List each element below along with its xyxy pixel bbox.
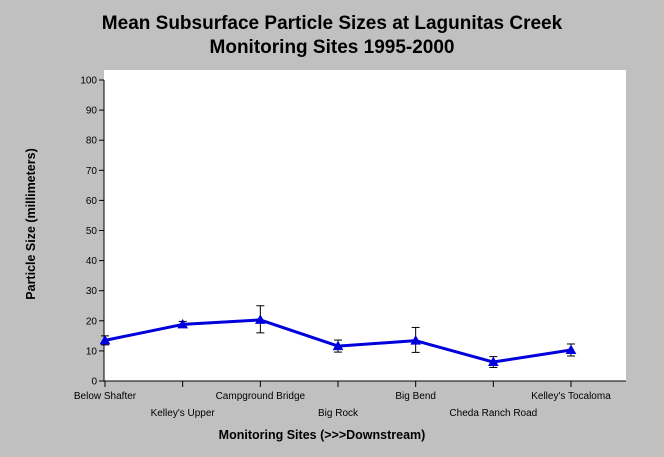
y-tick-label: 90 [86, 106, 98, 117]
y-tick-label: 80 [86, 136, 98, 147]
y-tick-label: 10 [86, 346, 98, 357]
x-tick-label: Campground Bridge [216, 391, 306, 402]
y-tick-label: 50 [86, 226, 98, 237]
x-tick-label: Big Rock [318, 408, 359, 419]
y-tick-label: 70 [86, 166, 98, 177]
data-point [99, 334, 111, 345]
data-point [487, 356, 499, 367]
y-tick-label: 20 [86, 316, 98, 327]
chart-title-line-1: Mean Subsurface Particle Sizes at Laguni… [101, 13, 563, 34]
data-point [177, 318, 189, 329]
x-tick-label: Kelley's Tocaloma [531, 391, 611, 402]
x-tick-label: Below Shafter [74, 391, 137, 402]
y-tick-label: 30 [86, 286, 98, 297]
plot-area [104, 70, 626, 381]
x-tick-label: Kelley's Upper [151, 408, 216, 419]
y-tick-label: 60 [86, 196, 98, 207]
x-tick-label: Cheda Ranch Road [449, 408, 537, 419]
data-point [254, 314, 266, 324]
y-tick-label: 100 [80, 76, 97, 87]
chart-title-line-2: Monitoring Sites 1995-2000 [209, 37, 455, 58]
y-tick-label: 0 [91, 377, 97, 388]
data-point [410, 335, 422, 345]
x-axis-label: Monitoring Sites (>>>Downstream) [218, 428, 426, 442]
x-tick-label: Big Bend [395, 391, 436, 402]
data-point [332, 340, 344, 351]
chart-title: Mean Subsurface Particle Sizes at Laguni… [0, 12, 664, 60]
y-tick-label: 40 [86, 256, 98, 267]
data-point [565, 344, 577, 354]
